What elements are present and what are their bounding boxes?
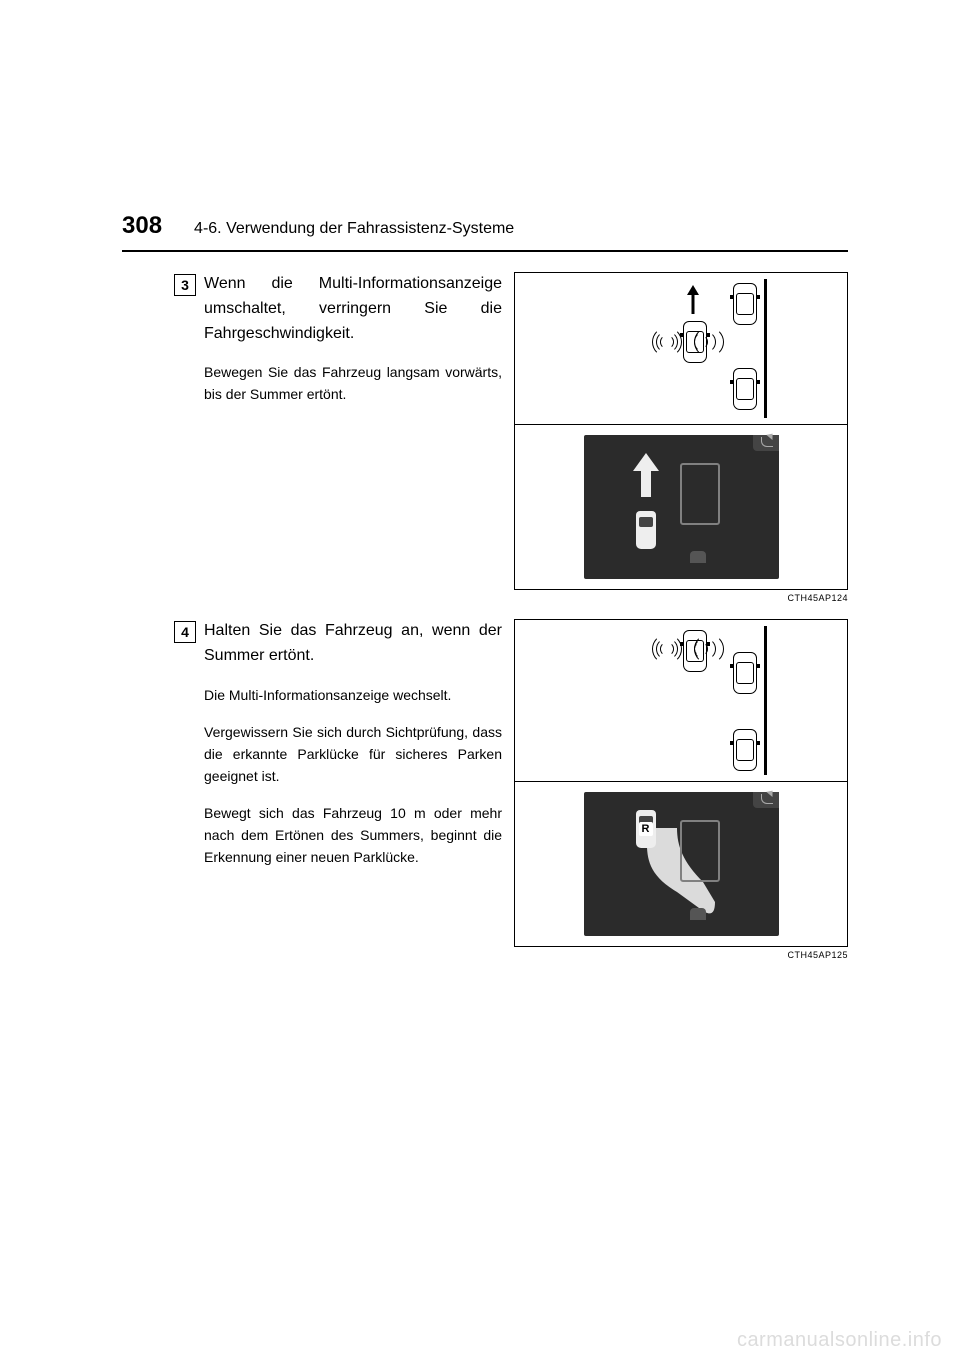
own-car-screen: [636, 511, 656, 549]
display-screen-step-4: R: [584, 792, 779, 936]
section-header: 4-6. Verwendung der Fahrassistenz-System…: [194, 220, 514, 238]
diagram-step-4: [515, 620, 847, 782]
parked-car-screen-4: [690, 908, 706, 920]
sensor-waves-icon-r: [695, 331, 735, 353]
return-tab-4: [753, 792, 779, 808]
curb-line: [764, 279, 767, 418]
step-number-4: 4: [174, 621, 196, 643]
parked-car-front-4: [733, 652, 757, 694]
step-4-sub-2: Bewegt sich das Fahrzeug 10 m oder mehr …: [204, 803, 502, 868]
step-number-3: 3: [174, 274, 196, 296]
step-3: 3 Wenn die Multi-Informationsan­zeige um…: [122, 272, 848, 603]
diagram-step-3: [515, 273, 847, 425]
curb-line-4: [764, 626, 767, 775]
figure-step-3: [514, 272, 848, 590]
sensor-waves-icon-4r: [695, 638, 735, 660]
return-tab: [753, 435, 779, 451]
return-icon: [761, 437, 773, 447]
figure-code-3: CTH45AP124: [787, 593, 848, 603]
step-4-sub-0: Die Multi-Informationsanzeige wech­selt.: [204, 685, 502, 707]
parked-car-rear: [733, 368, 757, 410]
parking-slot: [680, 463, 720, 525]
return-icon-4: [761, 794, 773, 804]
step-4-title: Halten Sie das Fahrzeug an, wenn der Sum…: [204, 619, 502, 669]
step-4-sub-1: Vergewissern Sie sich durch Sichtprü­fun…: [204, 722, 502, 787]
sensor-waves-icon: [637, 331, 677, 353]
display-screen-step-3: [584, 435, 779, 579]
step-3-title: Wenn die Multi-Informationsan­zeige umsc…: [204, 272, 502, 346]
step-3-sub-0: Bewegen Sie das Fahrzeug langsam vorwärt…: [204, 362, 502, 405]
sensor-waves-icon-4l: [637, 638, 677, 660]
parked-car-screen: [690, 551, 706, 563]
figure-code-4: CTH45AP125: [787, 950, 848, 960]
header-rule: [122, 250, 848, 252]
figure-step-4: R: [514, 619, 848, 947]
watermark: carmanualsonline.info: [737, 1329, 942, 1352]
step-4: 4 Halten Sie das Fahrzeug an, wenn der S…: [122, 619, 848, 960]
page-number: 308: [122, 212, 162, 240]
gear-r-badge: R: [639, 822, 653, 836]
parked-car-front: [733, 283, 757, 325]
parking-slot-4: [680, 820, 720, 882]
arrow-up-screen-icon: [632, 453, 660, 499]
parked-car-rear-4: [733, 729, 757, 771]
arrow-up-icon: [687, 285, 699, 315]
